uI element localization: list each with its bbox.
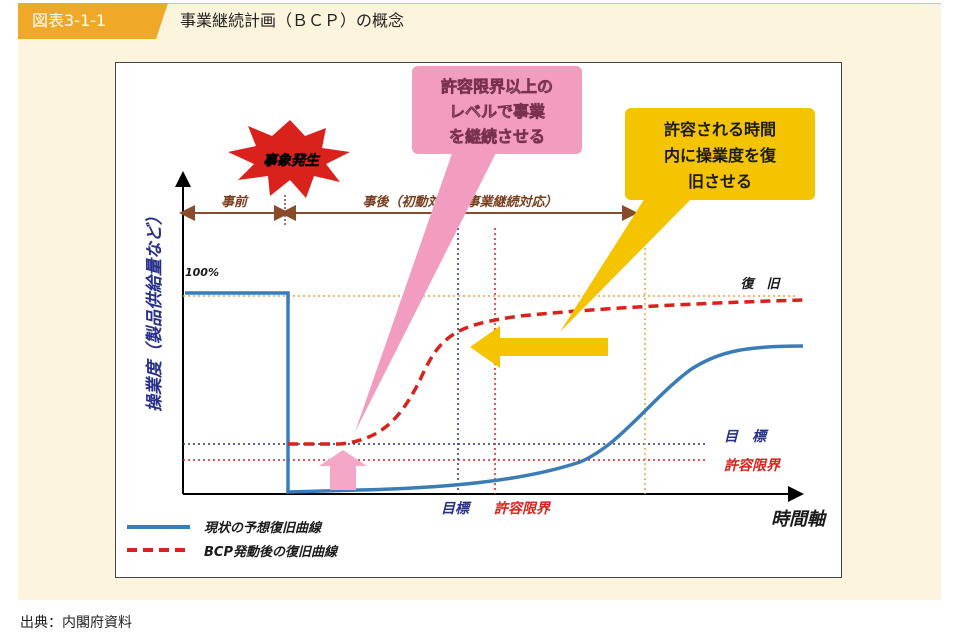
yellow-callout-line-3: 旧させる [688,172,752,191]
yellow-callout-line-2: 内に操業度を復 [664,146,777,165]
x-limit-label: 許容限界 [494,500,552,517]
pink-callout-line-1: 許容限界以上の [441,77,553,96]
x-target-label: 目標 [441,500,472,517]
target-label: 目 標 [724,428,769,445]
yellow-callout [625,108,815,200]
phase-before-label: 事前 [221,194,249,210]
event-burst [228,120,350,198]
figure-header: 図表3-1-1 事業継続計画（ＢＣＰ）の概念 [18,3,941,39]
time-shortening-arrow [470,326,608,368]
yellow-callout-line-1: 許容される時間 [664,120,776,139]
pink-callout-pointer [355,145,500,432]
figure-number: 図表3-1-1 [18,3,168,39]
event-burst-label: 事象発生 [263,152,321,169]
pink-callout [412,66,582,154]
label-100-percent: 100% [185,266,219,279]
source-note: 出典：内閣府資料 [20,615,132,631]
figure-title: 事業継続計画（ＢＣＰ）の概念 [180,11,405,30]
y-axis-label: 操業度（製品供給量など） [145,208,165,412]
pink-callout-line-2: レベルで事業 [449,102,546,121]
pink-callout-line-3: を継続させる [449,127,545,146]
limit-label: 許容限界 [724,457,782,474]
current-recovery-curve [185,291,804,494]
legend-label-bcp: BCP発動後の復旧曲線 [204,544,339,560]
yellow-callout-pointer [560,190,700,332]
bcp-recovery-curve [288,298,804,446]
level-raise-arrow [319,450,367,490]
legend-label-current: 現状の予想復旧曲線 [204,520,323,536]
x-axis-label: 時間軸 [771,509,828,530]
recovery-label: 復 旧 [740,276,781,292]
